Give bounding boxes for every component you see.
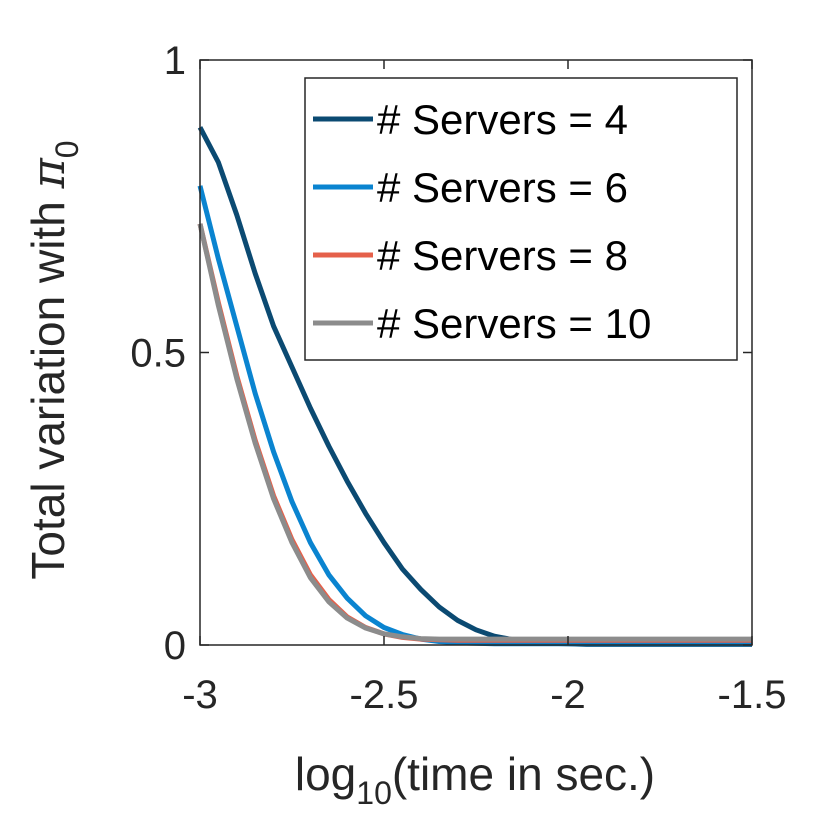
x-tick-label: -1.5 <box>718 673 787 717</box>
x-tick-label: -3 <box>182 673 218 717</box>
y-axis-label: Total variation with π0 <box>21 140 85 579</box>
legend-box <box>304 77 738 361</box>
y-tick-label: 1 <box>164 39 186 83</box>
legend-label-4: # Servers = 10 <box>377 300 651 347</box>
axes-group <box>199 59 753 646</box>
legend-label-2: # Servers = 6 <box>377 164 628 211</box>
y-tick-label: 0.5 <box>130 332 186 376</box>
tick-labels: -3 -2.5 -2 -1.5 0 0.5 1 <box>130 39 786 717</box>
y-tick-label: 0 <box>164 624 186 668</box>
legend: # Servers = 4 # Servers = 6 # Servers = 8 #… <box>304 77 738 361</box>
legend-label-1: # Servers = 4 <box>377 96 628 143</box>
x-tick-label: -2 <box>550 673 586 717</box>
series-line-2 <box>197 185 752 647</box>
legend-label-3: # Servers = 8 <box>377 232 628 279</box>
x-tick-label: -2.5 <box>350 673 419 717</box>
x-axis-label: log10(time in sec.) <box>295 748 655 811</box>
series-line-4 <box>197 223 752 642</box>
